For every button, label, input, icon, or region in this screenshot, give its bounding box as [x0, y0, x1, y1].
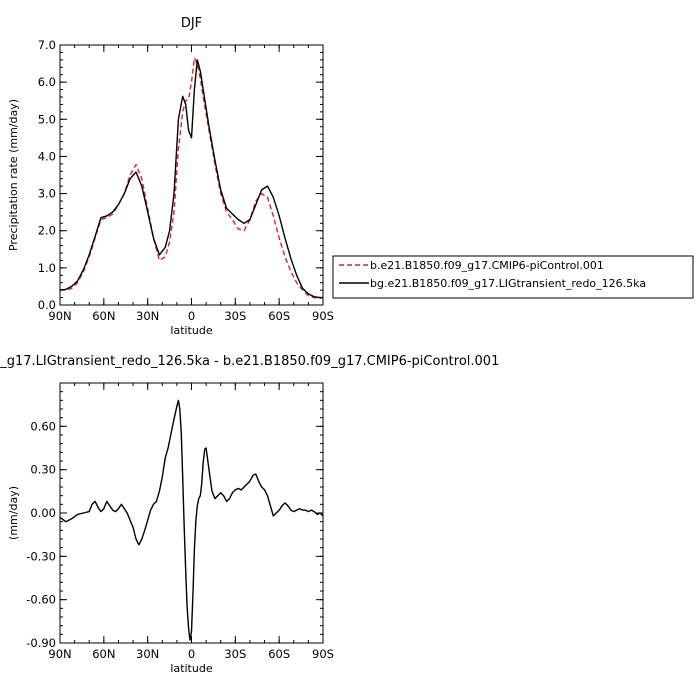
chart2-title: bg.e21.B1850.f09_g17.LIGtransient_redo_1…: [0, 354, 499, 369]
chart2-x-axis-title: latitude: [170, 662, 212, 675]
chart2-y-axis-title: (mm/day): [7, 486, 20, 540]
chart1-y-tick-label: 1.0: [38, 261, 56, 275]
chart1-legend-label-2: bg.e21.B1850.f09_g17.LIGtransient_redo_1…: [370, 277, 646, 290]
chart2-plot-frame: [59, 382, 324, 644]
chart2-y-tick-label: 0.00: [30, 506, 56, 520]
chart1-y-tick-label: 7.0: [38, 38, 56, 52]
chart1-legend-box: [332, 255, 694, 299]
chart1-x-axis-title: latitude: [170, 324, 212, 337]
chart2-y-tick-label: -0.90: [26, 636, 56, 650]
chart1-y-tick-label: 2.0: [38, 224, 56, 238]
chart2-series-line-1: [59, 399, 324, 641]
chart1-y-tick-label: 5.0: [38, 112, 56, 126]
chart1-plot-frame: [59, 44, 324, 306]
chart1-y-tick-label: 0.0: [38, 298, 56, 312]
chart2-y-tick-label: 0.60: [30, 419, 56, 433]
chart2-x-tick-label: 90S: [312, 647, 334, 661]
chart1-legend-label-1: b.e21.B1850.f09_g17.CMIP6-piControl.001: [370, 259, 604, 272]
chart2-y-tick-label: 0.30: [30, 463, 56, 477]
chart2-x-tick-label: 60S: [268, 647, 290, 661]
chart1-x-tick-label: 30S: [224, 309, 246, 323]
chart2-y-tick-label: -0.30: [26, 549, 56, 563]
chart1-y-axis-title: Precipitation rate (mm/day): [7, 99, 20, 251]
chart1-title: DJF: [181, 16, 202, 31]
chart1-x-tick-label: 90S: [312, 309, 334, 323]
chart1-series-line-2: [59, 59, 323, 299]
chart1-x-tick-label: 0: [188, 309, 195, 323]
chart2-x-tick-label: 30N: [136, 647, 159, 661]
chart1-y-tick-label: 3.0: [38, 187, 56, 201]
chart2-y-tick-label: -0.60: [26, 593, 56, 607]
chart2-x-tick-label: 30S: [224, 647, 246, 661]
chart1-x-tick-label: 90N: [48, 309, 71, 323]
chart2-x-tick-label: 90N: [48, 647, 71, 661]
chart2-x-tick-label: 0: [188, 647, 195, 661]
chart1-x-tick-label: 30N: [136, 309, 159, 323]
chart1-x-tick-label: 60S: [268, 309, 290, 323]
chart1-y-tick-label: 6.0: [38, 75, 56, 89]
chart1-series-line-1: [60, 57, 324, 299]
chart1-y-tick-label: 4.0: [38, 149, 56, 163]
chart2-x-tick-label: 60N: [92, 647, 115, 661]
chart1-x-tick-label: 60N: [92, 309, 115, 323]
